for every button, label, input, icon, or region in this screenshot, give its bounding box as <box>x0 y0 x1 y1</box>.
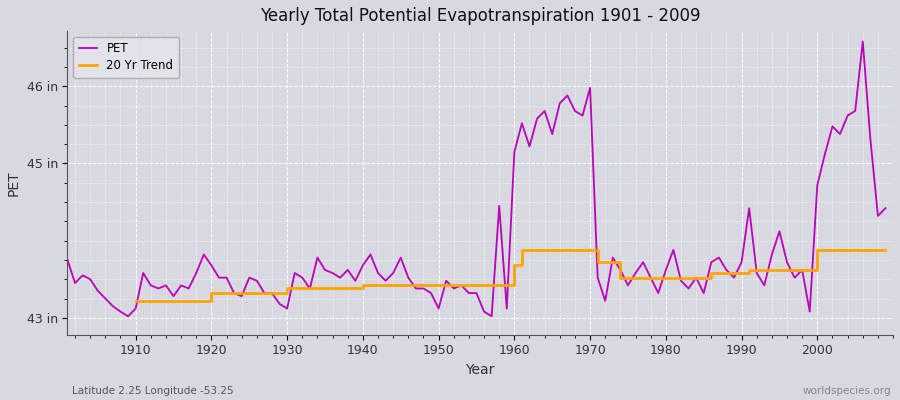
PET <box>508 150 519 154</box>
20 Yr Trend <box>517 248 527 252</box>
PET <box>608 255 618 260</box>
Y-axis label: PET: PET <box>7 170 21 196</box>
Title: Yearly Total Potential Evapotranspiration 1901 - 2009: Yearly Total Potential Evapotranspiratio… <box>260 7 700 25</box>
PET <box>342 268 353 272</box>
Text: worldspecies.org: worldspecies.org <box>803 386 891 396</box>
20 Yr Trend <box>585 248 596 252</box>
PET <box>297 275 308 280</box>
20 Yr Trend <box>130 298 141 303</box>
20 Yr Trend <box>880 248 891 252</box>
20 Yr Trend <box>304 286 315 291</box>
PET <box>858 39 868 44</box>
Line: 20 Yr Trend: 20 Yr Trend <box>136 250 886 301</box>
PET <box>62 258 73 262</box>
20 Yr Trend <box>274 291 285 296</box>
PET <box>880 206 891 210</box>
Legend: PET, 20 Yr Trend: PET, 20 Yr Trend <box>74 36 179 78</box>
PET <box>122 314 133 319</box>
20 Yr Trend <box>850 248 860 252</box>
PET <box>517 121 527 126</box>
20 Yr Trend <box>524 248 535 252</box>
Text: Latitude 2.25 Longitude -53.25: Latitude 2.25 Longitude -53.25 <box>72 386 234 396</box>
X-axis label: Year: Year <box>465 363 495 377</box>
PET <box>130 306 141 311</box>
20 Yr Trend <box>827 248 838 252</box>
Line: PET: PET <box>68 42 886 316</box>
